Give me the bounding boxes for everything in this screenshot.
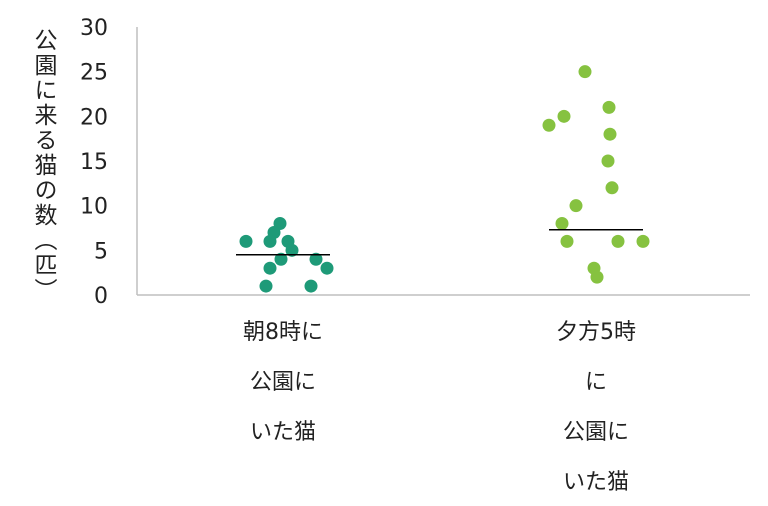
data-point bbox=[274, 252, 288, 266]
y-tick-label: 5 bbox=[94, 239, 108, 264]
x-label-line: 公園に bbox=[562, 420, 629, 445]
data-point bbox=[555, 217, 569, 231]
data-point bbox=[263, 261, 277, 275]
data-point bbox=[285, 243, 299, 257]
data-point bbox=[601, 154, 615, 168]
data-point bbox=[569, 199, 583, 213]
data-point bbox=[320, 261, 334, 275]
x-tick-label-0: 朝8時に 公園に いた猫 bbox=[228, 308, 338, 458]
y-tick-label: 10 bbox=[80, 195, 108, 220]
data-point bbox=[557, 109, 571, 123]
data-point bbox=[304, 279, 318, 293]
data-point bbox=[560, 234, 574, 248]
x-label-line: 夕方5時 bbox=[556, 320, 636, 345]
data-point bbox=[603, 127, 617, 141]
x-label-line: いた猫 bbox=[562, 470, 629, 495]
data-point bbox=[611, 234, 625, 248]
x-label-line: に bbox=[584, 370, 607, 395]
data-point bbox=[636, 234, 650, 248]
x-label-line: 公園に bbox=[249, 370, 316, 395]
x-label-line: 朝8時に bbox=[243, 320, 323, 345]
y-tick-label: 15 bbox=[80, 150, 108, 175]
x-label-line: いた猫 bbox=[249, 420, 316, 445]
y-axis-title: 公園に来る猫の数（匹） bbox=[30, 28, 56, 303]
data-point bbox=[590, 270, 604, 284]
data-point bbox=[309, 252, 323, 266]
data-point bbox=[542, 118, 556, 132]
y-tick-label: 20 bbox=[80, 105, 108, 130]
data-point bbox=[239, 234, 253, 248]
data-point bbox=[259, 279, 273, 293]
x-tick-label-1: 夕方5時 に 公園に いた猫 bbox=[541, 308, 651, 506]
y-tick-label: 0 bbox=[94, 284, 108, 309]
y-tick-label: 30 bbox=[80, 16, 108, 41]
data-point bbox=[602, 100, 616, 114]
data-point bbox=[578, 65, 592, 79]
data-point bbox=[263, 234, 277, 248]
y-tick-label: 25 bbox=[80, 61, 108, 86]
data-point bbox=[605, 181, 619, 195]
